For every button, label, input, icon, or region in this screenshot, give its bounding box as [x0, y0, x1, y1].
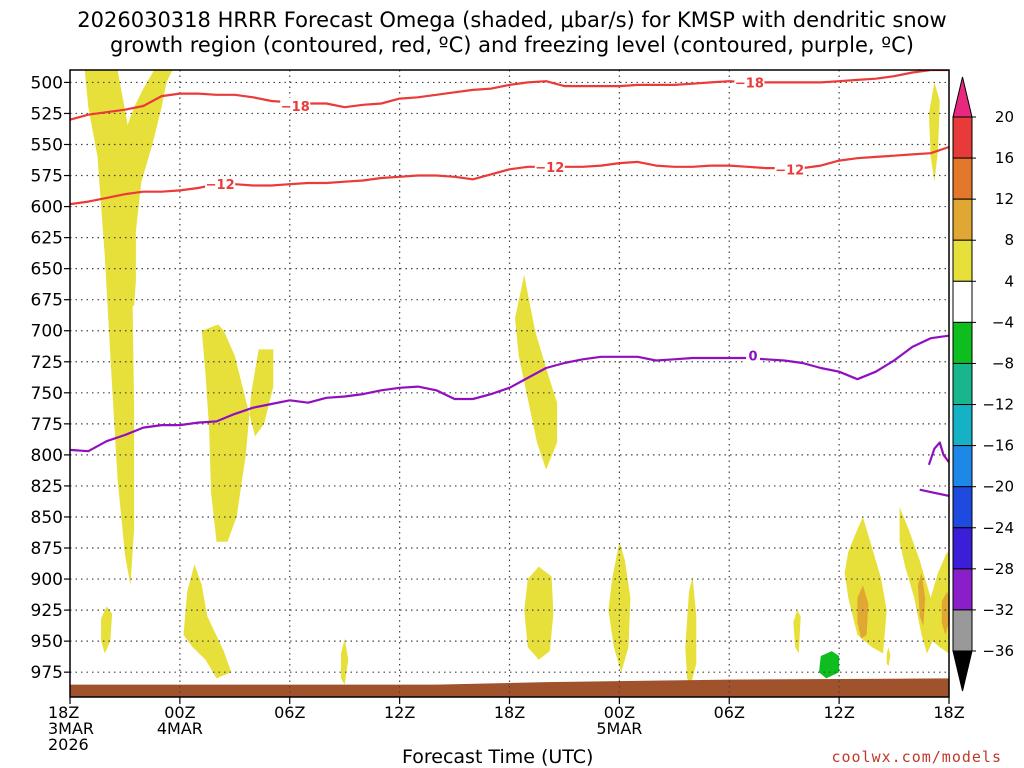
contour-line-0 — [70, 334, 949, 453]
colorbar-label-0: 20 — [995, 108, 1014, 126]
y-tick-label-925: 925 — [31, 601, 63, 621]
omega-region-4-8 — [608, 541, 631, 673]
x-tick-label-0-0: 18Z — [48, 703, 79, 722]
contour-label--18-1: −18 — [735, 76, 764, 91]
y-tick-label-775: 775 — [31, 415, 63, 435]
x-tick-label-42-0: 12Z — [823, 703, 854, 722]
y-tick-label-700: 700 — [31, 322, 63, 342]
omega-region-8-16 — [917, 572, 926, 627]
colorbar-box-11 — [952, 527, 973, 570]
colorbar-label-6: −8 — [992, 354, 1014, 372]
contour-label--12-2: −12 — [775, 163, 804, 178]
credit-link[interactable]: coolwx.com/models — [831, 748, 1002, 766]
colorbar-label-7: −12 — [982, 396, 1014, 414]
colorbar-label-3: 8 — [1004, 231, 1014, 249]
y-tick-label-625: 625 — [31, 229, 63, 249]
contour-line-0b — [919, 488, 949, 497]
contour-label-bg--18-0 — [280, 98, 311, 114]
y-tick-label-800: 800 — [31, 446, 63, 466]
x-axis-title: Forecast Time (UTC) — [402, 746, 594, 768]
contour-line-0c — [927, 441, 949, 466]
y-tick-label-575: 575 — [31, 167, 63, 187]
y-tick-label-600: 600 — [31, 198, 63, 218]
omega-region-4-11 — [844, 517, 887, 654]
colorbar-label-4: 4 — [1004, 272, 1014, 290]
colorbar-box-8 — [952, 404, 973, 447]
omega-region-4-10 — [793, 610, 801, 654]
contour-label-0-0: 0 — [749, 350, 758, 365]
colorbar-bottom-triangle — [952, 650, 973, 692]
colorbar-label-13: −36 — [982, 642, 1014, 660]
omega-region-4-9 — [685, 576, 697, 685]
colorbar-box-7 — [952, 362, 973, 406]
contour-label-bg-0-0 — [746, 347, 761, 363]
y-tick-label-525: 525 — [31, 104, 63, 124]
omega-region-4-12 — [899, 507, 949, 654]
colorbar-label-9: −20 — [982, 478, 1014, 496]
omega-region-4-5 — [183, 564, 232, 679]
colorbar-label-8: −16 — [982, 437, 1014, 455]
contour-label-bg--12-1 — [534, 158, 565, 174]
y-tick-label-850: 850 — [31, 508, 63, 528]
colorbar-box-2 — [952, 157, 973, 200]
colorbar-box-4 — [952, 239, 973, 282]
y-tick-label-675: 675 — [31, 291, 63, 311]
omega-region-4-14 — [928, 82, 940, 182]
x-tick-label-48-0: 18Z — [933, 703, 964, 722]
x-tick-label-0-2: 2026 — [48, 735, 89, 754]
omega-region-4-1 — [124, 70, 169, 306]
omega-region-8-17 — [941, 591, 949, 635]
y-tick-label-500: 500 — [31, 73, 63, 93]
y-tick-label-975: 975 — [31, 663, 63, 683]
colorbar-label-5: −4 — [992, 313, 1014, 331]
y-tick-label-650: 650 — [31, 260, 63, 280]
y-tick-label-950: 950 — [31, 632, 63, 652]
omega-region-4-2 — [201, 324, 274, 542]
contour-line--18 — [70, 70, 949, 121]
colorbar-label-1: 16 — [995, 149, 1014, 167]
colorbar-box-5 — [952, 280, 973, 323]
contour-label--18-0: −18 — [281, 100, 310, 115]
colorbar-label-10: −24 — [982, 519, 1014, 537]
colorbar-label-11: −28 — [982, 560, 1014, 578]
omega-region-8-15 — [857, 585, 869, 639]
y-tick-label-550: 550 — [31, 135, 63, 155]
chart-title: 2026030318 HRRR Forecast Omega (shaded, … — [0, 8, 1024, 58]
contour-label-bg--18-1 — [734, 74, 765, 90]
omega-region-4-6 — [341, 638, 349, 685]
colorbar-box-6 — [952, 321, 973, 364]
x-tick-label-30-1: 5MAR — [596, 719, 642, 738]
title-line-2: growth region (contoured, red, ºC) and f… — [110, 33, 914, 57]
x-tick-label-24-0: 18Z — [494, 703, 525, 722]
colorbar-label-12: −32 — [982, 601, 1014, 619]
x-tick-label-30-0: 00Z — [604, 703, 635, 722]
y-tick-label-875: 875 — [31, 539, 63, 559]
colorbar-label-2: 12 — [995, 190, 1014, 208]
y-tick-label-825: 825 — [31, 477, 63, 497]
contour-label-bg--12-0 — [205, 176, 236, 192]
colorbar-top-triangle — [952, 76, 973, 118]
colorbar-box-10 — [952, 486, 973, 529]
contour-label--12-1: −12 — [535, 161, 564, 176]
omega-region-4-13 — [886, 647, 891, 666]
x-tick-label-18-0: 12Z — [384, 703, 415, 722]
colorbar-box-9 — [952, 445, 973, 488]
omega-region-4-7 — [524, 566, 554, 660]
contour-label--12-0: −12 — [206, 178, 235, 193]
colorbar-box-3 — [952, 198, 973, 241]
y-tick-label-725: 725 — [31, 353, 63, 373]
contour-label-bg--12-2 — [774, 161, 805, 177]
colorbar-box-13 — [952, 609, 973, 652]
x-tick-label-6-0: 00Z — [164, 703, 195, 722]
x-tick-label-0-1: 3MAR — [48, 719, 94, 738]
y-tick-label-900: 900 — [31, 570, 63, 590]
title-line-1: 2026030318 HRRR Forecast Omega (shaded, … — [77, 8, 947, 32]
colorbar-box-1 — [952, 116, 973, 159]
x-tick-label-6-1: 4MAR — [157, 719, 203, 738]
y-tick-label-750: 750 — [31, 384, 63, 404]
colorbar-box-12 — [952, 568, 973, 611]
x-tick-label-12-0: 06Z — [274, 703, 305, 722]
x-tick-label-36-0: 06Z — [714, 703, 745, 722]
